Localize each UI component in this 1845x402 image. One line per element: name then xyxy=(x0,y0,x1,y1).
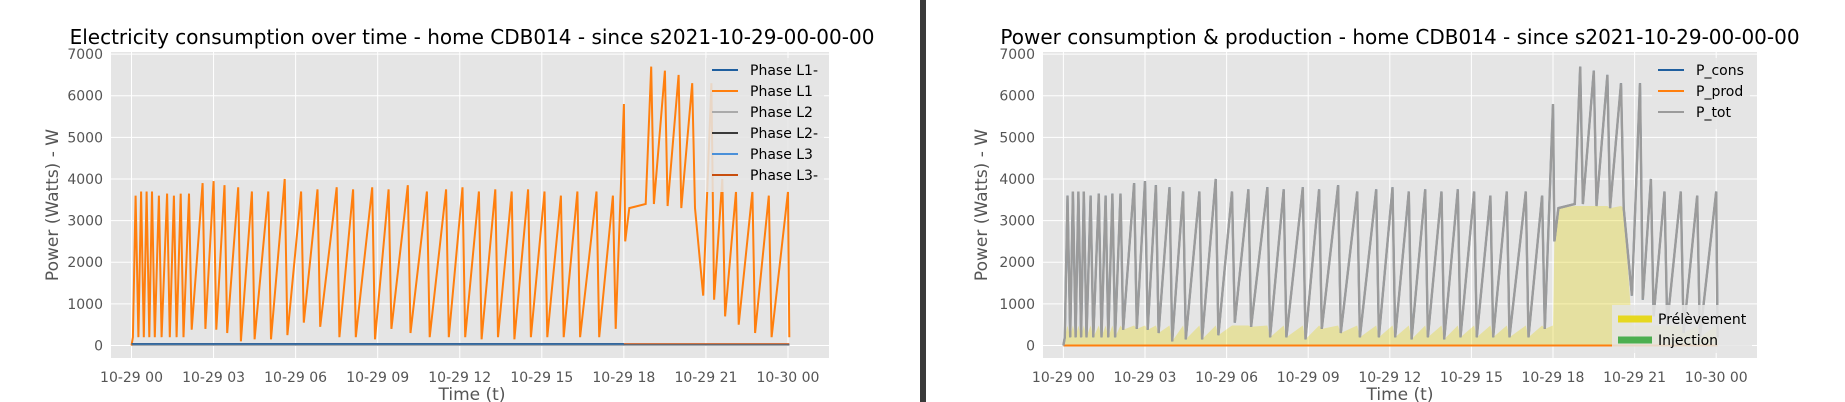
x-tick-label: 10-29 18 xyxy=(1522,370,1585,386)
chart-title: Electricity consumption over time - home… xyxy=(70,25,875,49)
legend: P_cons P_prod P_tot xyxy=(1652,58,1750,129)
legend-label: Phase L1 xyxy=(750,84,813,100)
legend-label: Phase L3 xyxy=(750,147,813,163)
x-tick-label: 10-29 15 xyxy=(1440,370,1503,386)
panel-divider xyxy=(920,0,926,402)
legend-label: P_prod xyxy=(1696,84,1743,100)
y-axis-label: Power (Watts) - W xyxy=(43,129,63,281)
chart-title: Power consumption & production - home CD… xyxy=(1000,25,1799,49)
x-tick-label: 10-29 15 xyxy=(510,370,573,386)
x-tick-label: 10-29 03 xyxy=(182,370,245,386)
x-tick-label: 10-29 21 xyxy=(1603,370,1666,386)
x-tick-label: 10-29 00 xyxy=(1032,370,1095,386)
fill-legend-label: Injection xyxy=(1658,333,1718,349)
y-tick-label: 0 xyxy=(1026,339,1035,355)
x-axis-label: Time (t) xyxy=(1366,385,1434,402)
y-tick-label: 1000 xyxy=(999,297,1035,313)
series-line-p-tot xyxy=(1062,66,1719,346)
legend-label: P_tot xyxy=(1696,105,1731,121)
series-line-phase-l1 xyxy=(130,66,791,346)
x-tick-label: 10-29 06 xyxy=(264,370,327,386)
x-tick-label: 10-29 12 xyxy=(428,370,491,386)
legend-label: Phase L1- xyxy=(750,63,818,79)
x-tick-label: 10-29 18 xyxy=(592,370,655,386)
legend: Phase L1- Phase L1 Phase L2 Phase L2- Phase … xyxy=(706,58,824,192)
y-tick-label: 5000 xyxy=(999,130,1035,146)
y-tick-label: 2000 xyxy=(67,255,103,271)
y-tick-label: 7000 xyxy=(999,47,1035,63)
y-tick-label: 5000 xyxy=(67,130,103,146)
y-tick-label: 3000 xyxy=(67,214,103,230)
legend-label: Phase L3- xyxy=(750,168,818,184)
x-tick-label: 10-29 00 xyxy=(100,370,163,386)
x-tick-label: 10-29 09 xyxy=(346,370,409,386)
legend-label: P_cons xyxy=(1696,63,1744,79)
legend-label: Phase L2- xyxy=(750,126,818,142)
y-tick-label: 6000 xyxy=(67,89,103,105)
x-axis-label: Time (t) xyxy=(438,385,506,402)
y-tick-label: 4000 xyxy=(67,172,103,188)
chart-electricity-consumption: Electricity consumption over time - home… xyxy=(43,25,874,402)
y-tick-label: 1000 xyxy=(67,297,103,313)
fill-legend-label: Prélèvement xyxy=(1658,312,1747,328)
y-axis-label: Power (Watts) - W xyxy=(972,129,992,281)
chart-power-consumption-production: Power consumption & production - home CD… xyxy=(972,25,1800,402)
y-tick-label: 2000 xyxy=(999,255,1035,271)
y-tick-label: 0 xyxy=(94,339,103,355)
x-tick-label: 10-29 12 xyxy=(1358,370,1421,386)
fill-legend: Prélèvement Injection xyxy=(1612,305,1752,353)
x-tick-label: 10-29 21 xyxy=(674,370,737,386)
x-tick-label: 10-29 03 xyxy=(1114,370,1177,386)
y-tick-label: 4000 xyxy=(999,172,1035,188)
legend-label: Phase L2 xyxy=(750,105,813,121)
x-tick-label: 10-29 09 xyxy=(1277,370,1340,386)
y-tick-label: 6000 xyxy=(999,89,1035,105)
x-tick-label: 10-30 00 xyxy=(756,370,819,386)
legend-box xyxy=(706,58,824,192)
y-tick-label: 3000 xyxy=(999,214,1035,230)
y-tick-label: 7000 xyxy=(67,47,103,63)
x-tick-label: 10-30 00 xyxy=(1685,370,1748,386)
x-tick-label: 10-29 06 xyxy=(1195,370,1258,386)
prelevement-area xyxy=(1063,206,1718,346)
fill-legend-box xyxy=(1612,305,1752,353)
